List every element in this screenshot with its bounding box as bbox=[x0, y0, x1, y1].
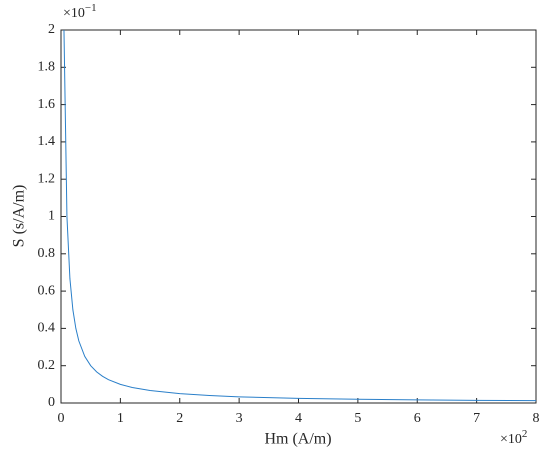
axes-box bbox=[60, 29, 537, 404]
x-tick-label: 3 bbox=[236, 411, 243, 426]
y-exponent: ×10−1 bbox=[63, 2, 97, 22]
x-tick-label: 8 bbox=[533, 411, 540, 426]
y-tick-label: 1.6 bbox=[38, 97, 56, 112]
x-exponent: ×102 bbox=[500, 428, 527, 448]
y-tick-label: 0.2 bbox=[38, 358, 56, 373]
x-exponent-base: ×10 bbox=[500, 432, 522, 447]
line bbox=[63, 29, 537, 402]
y-tick-label: 1 bbox=[48, 209, 55, 224]
y-tick-label: 1.2 bbox=[38, 171, 56, 186]
y-tick-label: 1.8 bbox=[38, 60, 56, 75]
x-tick-label: 7 bbox=[473, 411, 480, 426]
y-tick-label: 0.6 bbox=[38, 283, 56, 298]
x-tick-label: 6 bbox=[414, 411, 421, 426]
x-exponent-power: 2 bbox=[522, 428, 528, 440]
x-tick-label: 5 bbox=[354, 411, 361, 426]
x-tick-label: 2 bbox=[176, 411, 183, 426]
y-tick-label: 0.4 bbox=[38, 321, 56, 336]
x-tick-label: 4 bbox=[295, 411, 302, 426]
y-exponent-base: ×10 bbox=[63, 6, 85, 21]
y-tick-label: 1.4 bbox=[38, 134, 56, 149]
y-axis-label: S (s/A/m) bbox=[11, 185, 28, 248]
y-tick-label: 2 bbox=[48, 22, 55, 37]
x-axis-label: Hm (A/m) bbox=[264, 431, 331, 448]
y-tick-label: 0 bbox=[48, 395, 55, 410]
y-tick-label: 0.8 bbox=[38, 246, 56, 261]
x-tick-label: 1 bbox=[117, 411, 124, 426]
x-tick-label: 0 bbox=[58, 411, 65, 426]
y-exponent-power: −1 bbox=[85, 2, 97, 14]
